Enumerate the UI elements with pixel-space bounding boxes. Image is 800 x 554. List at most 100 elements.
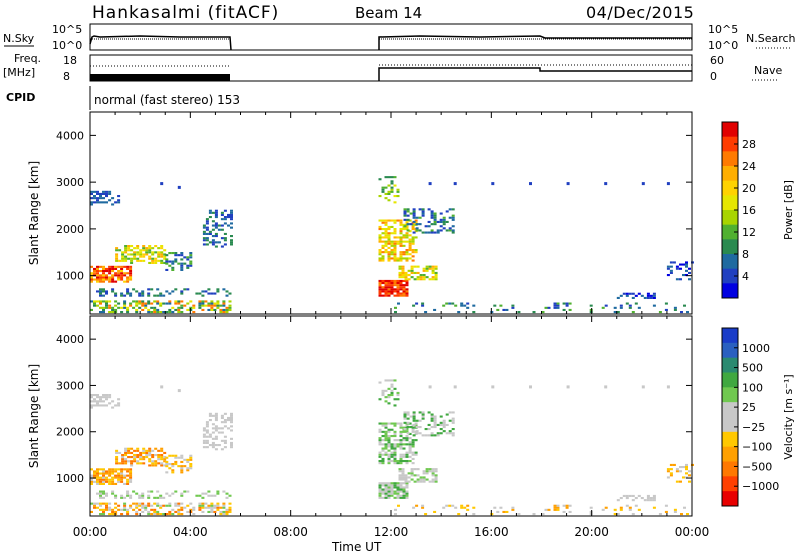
power-cell-1022 [666,265,670,268]
velocity-cell-520 [102,400,105,403]
velocity-cell-80 [165,513,169,516]
power-cell-592 [399,282,403,285]
velocity-cell-908 [384,389,388,392]
velocity-cell-452 [211,441,215,444]
velocity-cell-696 [384,435,388,438]
velocity-cell-679 [381,457,385,460]
power-cell-412 [180,262,184,265]
velocity-cell-368 [154,464,158,467]
power-cell-999 [686,311,689,314]
velocity-cell-522 [102,394,105,397]
power-cell-882 [442,227,446,230]
power-cell-415 [180,252,184,255]
power-cell-227 [96,270,99,273]
power-cell-264 [114,274,118,277]
velocity-cell-1051 [566,385,570,389]
velocity-cell-732 [393,451,397,454]
velocity-cell-608 [398,478,402,481]
velocity-cell-628 [410,472,414,475]
power-cell-1009 [637,292,641,295]
velocity-cell-759 [399,435,403,438]
velocity-cell-669 [378,451,382,454]
power-cell-1005 [628,292,632,295]
power-cell-335 [136,257,140,260]
power-cell-382 [160,251,164,254]
power-cell-306 [121,259,125,262]
power-cell-848 [418,208,422,211]
power-cell-525 [105,192,108,195]
power-cell-559 [387,292,391,295]
power-cell-278 [120,270,124,273]
velocity-cell-0 [90,510,93,513]
velocity-cell-122 [210,510,214,513]
velocity-cell-377 [157,449,161,452]
power-cell-792 [408,246,412,249]
power-cell-527 [108,199,112,202]
velocity-cell-410 [180,469,184,472]
power-cell-115 [201,302,205,305]
velocity-cell-524 [105,398,108,401]
freq-trace-2 [378,67,692,81]
power-cell-776 [405,257,409,260]
velocity-cell-965 [553,504,557,507]
power-cbar-seg-5 [722,195,738,211]
velocity-cell-987 [628,506,632,509]
power-cell-493 [230,235,233,238]
power-cell-296 [129,267,133,270]
velocity-cell-1054 [666,385,670,389]
power-cell-324 [130,259,134,262]
power-cell-24 [111,308,115,311]
power-cell-289 [126,267,130,270]
power-cell-511 [96,199,99,202]
velocity-cell-478 [220,414,224,417]
power-cell-945 [463,304,467,307]
velocity-cell-712 [387,437,391,440]
velocity-cell-1016 [649,497,653,500]
power-cell-543 [378,279,382,282]
velocity-cell-606 [405,484,409,487]
power-cbar-seg-11 [722,283,738,299]
velocity-cell-903 [381,394,385,397]
velocity-cell-346 [142,458,146,461]
velocity-cell-615 [401,474,405,477]
velocity-cell-340 [139,462,143,465]
velocity-cell-401 [171,463,175,466]
velocity-cell-411 [180,467,184,470]
power-cell-57 [144,306,148,309]
velocity-cell-288 [126,474,130,477]
power-cell-852 [421,210,425,213]
power-cell-93 [177,306,181,309]
velocity-cell-287 [126,478,130,481]
power-cell-688 [381,219,385,222]
power-cell-954 [502,308,506,311]
velocity-cell-64 [150,513,154,516]
power-cell-568 [390,288,394,291]
power-cell-136 [219,304,223,307]
power-cell-682 [381,244,385,247]
velocity-cell-499 [230,414,233,417]
velocity-cell-348 [142,451,146,454]
power-cell-350 [142,245,146,248]
velocity-cell-250 [108,480,112,483]
velocity-cell-594 [402,496,406,499]
velocity-cell-177 [141,492,145,495]
power-cell-361 [148,245,152,248]
power-cell-649 [425,265,429,268]
power-cell-533 [117,201,121,204]
power-cell-911 [387,192,391,195]
power-cell-930 [397,302,400,305]
power-cell-250 [108,278,112,281]
velocity-cell-105 [189,502,193,505]
velocity-cell-106 [192,513,196,516]
power-cell-736 [393,240,397,243]
velocity-cell-799 [408,422,412,425]
power-cell-254 [108,267,112,270]
power-cell-256 [111,280,115,283]
power-cell-880 [439,218,443,221]
velocity-cell-748 [396,422,400,425]
velocity-cell-716 [387,422,391,425]
velocity-cell-216 [90,468,93,471]
power-cell-441 [205,222,209,225]
velocity-cell-691 [384,447,388,450]
power-cell-308 [121,255,125,258]
